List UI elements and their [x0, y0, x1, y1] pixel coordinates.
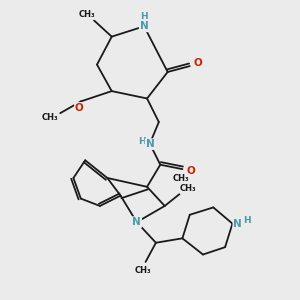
Text: H: H — [138, 137, 146, 146]
Text: H: H — [243, 216, 251, 225]
Text: CH₃: CH₃ — [172, 174, 189, 183]
Text: O: O — [194, 58, 202, 68]
Text: N: N — [140, 21, 148, 31]
Text: CH₃: CH₃ — [180, 184, 196, 193]
Text: H: H — [140, 12, 148, 21]
Text: CH₃: CH₃ — [42, 113, 58, 122]
Text: N: N — [132, 217, 141, 227]
Text: N: N — [233, 219, 242, 229]
Text: CH₃: CH₃ — [78, 10, 95, 19]
Text: O: O — [186, 166, 195, 176]
Text: O: O — [75, 103, 84, 113]
Text: CH₃: CH₃ — [134, 266, 151, 275]
Text: N: N — [146, 139, 154, 149]
